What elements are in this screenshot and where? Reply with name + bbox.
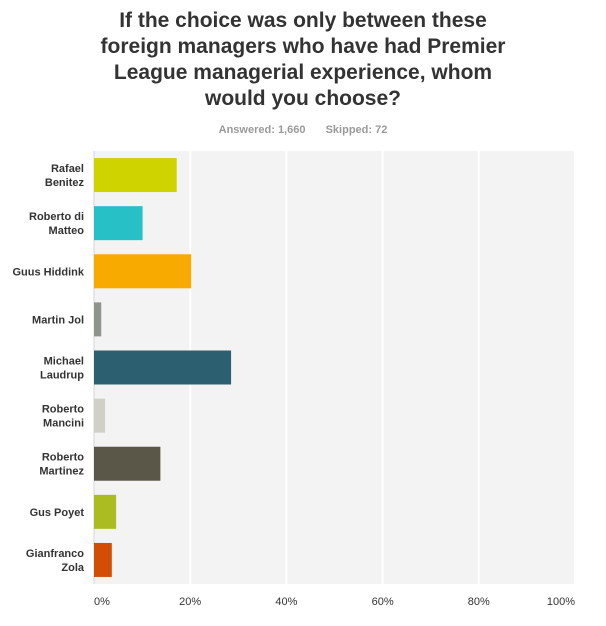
title-line: League managerial experience, whom bbox=[113, 61, 493, 84]
category-label: Guus Hiddink bbox=[13, 266, 85, 278]
category-label: Zola bbox=[61, 562, 84, 574]
category-label: Laudrup bbox=[40, 370, 84, 382]
bar bbox=[94, 206, 143, 241]
category-label: Martin Jol bbox=[32, 314, 84, 326]
x-tick-label: 0% bbox=[94, 596, 110, 608]
category-label: Roberto bbox=[42, 404, 84, 416]
category-label: Roberto di bbox=[29, 211, 84, 223]
bar bbox=[94, 542, 112, 577]
category-label: Martinez bbox=[39, 466, 84, 478]
category-label: Rafael bbox=[51, 163, 84, 175]
title-line: foreign managers who have had Premier bbox=[100, 35, 506, 58]
category-label: Roberto bbox=[42, 452, 84, 464]
x-tick-label: 60% bbox=[372, 596, 394, 608]
x-tick-label: 40% bbox=[275, 596, 297, 608]
answered-label: Answered: bbox=[218, 124, 275, 136]
response-stats: Answered: 1,660 Skipped: 72 bbox=[0, 124, 606, 136]
category-label: Gianfranco bbox=[26, 548, 84, 560]
title-line: If the choice was only between these bbox=[119, 9, 487, 32]
bar bbox=[94, 254, 192, 289]
x-tick-label: 80% bbox=[468, 596, 490, 608]
bar bbox=[94, 158, 177, 193]
skipped-label: Skipped: bbox=[325, 124, 373, 136]
title-line: would you choose? bbox=[204, 87, 401, 110]
category-label: Gus Poyet bbox=[30, 507, 85, 519]
category-label: Matteo bbox=[49, 225, 85, 237]
x-tick-label: 20% bbox=[179, 596, 201, 608]
bar bbox=[94, 446, 161, 481]
bar bbox=[94, 302, 102, 337]
skipped-count: 72 bbox=[375, 124, 388, 136]
category-label: Michael bbox=[44, 356, 84, 368]
category-label: Mancini bbox=[43, 418, 84, 430]
bar bbox=[94, 494, 117, 529]
bar bbox=[94, 350, 232, 385]
x-tick-label: 100% bbox=[547, 596, 575, 608]
bar bbox=[94, 398, 106, 433]
chart-title: If the choice was only between these for… bbox=[0, 8, 606, 112]
category-label: Benitez bbox=[45, 177, 85, 189]
answered-count: 1,660 bbox=[277, 124, 306, 136]
